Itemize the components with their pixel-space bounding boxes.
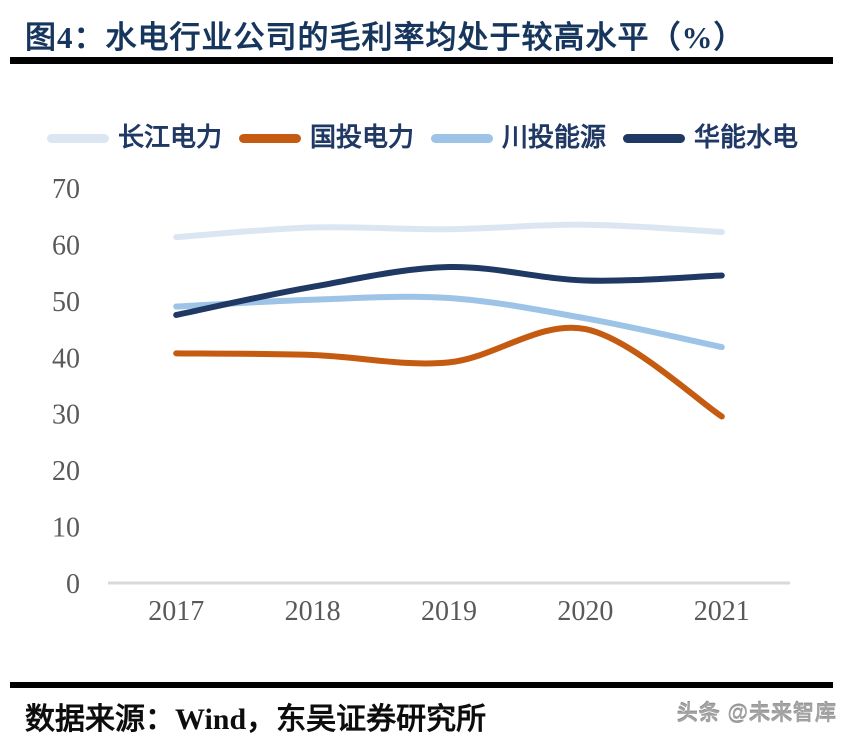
x-axis-tick-label: 2021 [694, 596, 750, 627]
figure-title: 图4：水电行业公司的毛利率均处于较高水平（%） [25, 20, 746, 55]
legend-item-4: 华能水电 [623, 125, 798, 151]
x-axis-tick-label: 2019 [421, 596, 477, 627]
y-axis-tick-label: 40 [52, 343, 80, 374]
series-line-2 [173, 324, 725, 420]
y-axis-tick-label: 10 [52, 513, 80, 544]
legend-label: 川投能源 [502, 123, 607, 152]
x-axis-tick-label: 2018 [285, 596, 341, 627]
series-line-1 [173, 221, 725, 241]
y-axis-tick-label: 70 [52, 174, 80, 205]
title-rule [10, 57, 833, 64]
y-axis-tick-label: 20 [52, 456, 80, 487]
legend-label: 国投电力 [309, 123, 414, 152]
legend-item-2: 国投电力 [238, 123, 414, 152]
watermark: 头条 @未来智库 [676, 702, 837, 725]
legend-swatch [238, 133, 301, 143]
legend-swatch [46, 133, 109, 143]
legend-label: 长江电力 [117, 123, 222, 152]
legend-swatch [431, 133, 493, 143]
series-line-3 [173, 293, 725, 351]
chart-legend: 长江电力 国投电力 川投能源 华能水电 [40, 120, 805, 156]
legend-swatch [623, 133, 686, 143]
line-chart: 0 10 20 30 40 50 60 70 2017 2018 2019 2020 2021 [52, 174, 790, 627]
y-axis-tick-label: 0 [66, 569, 80, 600]
data-source: 数据来源：Wind，东吴证券研究所 [25, 703, 487, 736]
legend-label: 华能水电 [694, 123, 799, 152]
legend-item-3: 川投能源 [431, 125, 606, 151]
y-axis-tick-label: 30 [52, 400, 80, 431]
x-axis-tick-label: 2020 [557, 596, 613, 627]
y-axis-tick-label: 60 [52, 230, 80, 261]
legend-item-1: 长江电力 [46, 123, 222, 152]
x-axis-tick-label: 2017 [148, 596, 204, 627]
footer-rule [10, 682, 833, 688]
series-line-4 [173, 263, 725, 318]
y-axis-tick-label: 50 [52, 287, 80, 318]
